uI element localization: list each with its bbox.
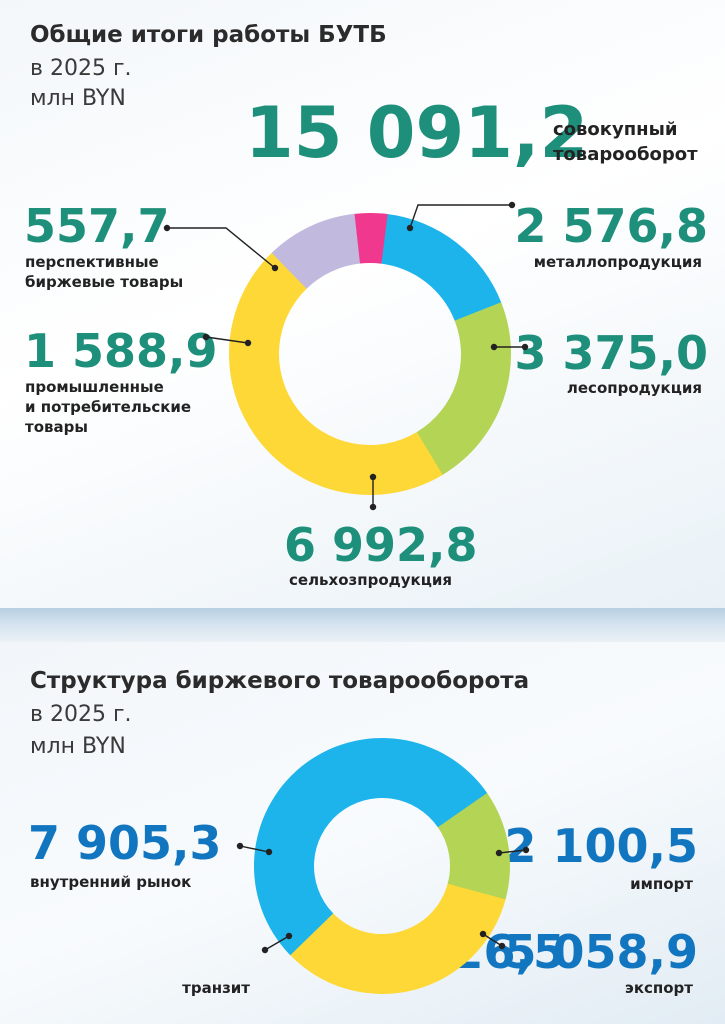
leader-domestic (239, 845, 270, 853)
donut-segment (288, 912, 334, 956)
value-agro-products: 6 992,8 (284, 518, 478, 572)
leader-timber-dot (521, 343, 529, 351)
leader-import-dot (495, 849, 503, 857)
leader-perspective-dot (271, 264, 279, 272)
leader-metal-dot (508, 201, 516, 209)
leader-transit-dot (285, 932, 293, 940)
section1-year: в 2025 г. (30, 56, 132, 81)
donut-segment (381, 214, 502, 321)
total-label-line1: совокупный (553, 119, 678, 140)
leader-import (498, 849, 527, 854)
label-line: и потребительские (25, 398, 192, 416)
label-line: товары (25, 418, 88, 436)
section2-year: в 2025 г. (30, 702, 132, 727)
label-metal-products: металлопродукция (533, 253, 702, 271)
label-export: экспорт (624, 979, 693, 997)
leader-perspective-dot (163, 224, 171, 232)
leader-metal-dot (406, 224, 414, 232)
value-industrial-goods: 1 588,9 (24, 324, 218, 378)
leader-timber-dot (490, 343, 498, 351)
leader-export (482, 933, 503, 947)
label-line: перспективные (25, 253, 159, 271)
donut-segment (354, 213, 388, 264)
summary-panel (0, 0, 725, 608)
label-transit: транзит (182, 979, 250, 997)
leader-export-dot (498, 942, 506, 950)
label-line: биржевые товары (25, 273, 184, 291)
value-import: 2 100,5 (504, 819, 698, 873)
donut-segment (253, 737, 488, 955)
section1-title: Общие итоги работы БУТБ (30, 22, 387, 48)
donut-segment (437, 792, 510, 900)
label-agro-products: сельхозпродукция (289, 571, 452, 589)
label-domestic-market: внутренний рынок (30, 873, 192, 891)
label-industrial-goods: промышленные и потребительские товары (25, 377, 191, 437)
leader-perspective (167, 227, 276, 269)
donut-segment (289, 883, 506, 994)
donut-segment (416, 302, 511, 476)
value-domestic-market: 7 905,3 (28, 816, 222, 870)
leader-metal (409, 204, 512, 229)
section-divider (0, 608, 725, 642)
leader-industrial-dot (244, 339, 252, 347)
value-timber-products: 3 375,0 (514, 326, 708, 380)
leader-agro-dot (369, 503, 377, 511)
label-perspective-goods: перспективные биржевые товары (25, 252, 183, 292)
value-export: 5 058,9 (504, 925, 698, 979)
leader-transit (264, 935, 290, 951)
label-import: импорт (630, 875, 693, 893)
total-label-line2: товарооборот (553, 144, 698, 165)
leader-industrial-dot (202, 333, 210, 341)
total-turnover-value: 15 091,2 (245, 92, 589, 174)
label-timber-products: лесопродукция (566, 379, 702, 397)
label-line: промышленные (25, 378, 164, 396)
leader-export-dot (479, 930, 487, 938)
leader-agro-dot (369, 473, 377, 481)
leader-industrial (205, 336, 249, 344)
value-metal-products: 2 576,8 (514, 199, 708, 253)
leader-domestic-dot (265, 848, 273, 856)
leader-import-dot (522, 846, 530, 854)
value-perspective-goods: 557,7 (24, 199, 170, 253)
leader-domestic-dot (236, 842, 244, 850)
leader-transit-dot (261, 946, 269, 954)
donut-segment (271, 213, 361, 289)
section2-unit: млн BYN (30, 734, 126, 759)
section1-unit: млн BYN (30, 86, 126, 111)
donut-segment (229, 252, 443, 495)
section2-title: Структура биржевого товарооборота (30, 668, 530, 694)
total-turnover-label: совокупный товарооборот (553, 117, 698, 167)
